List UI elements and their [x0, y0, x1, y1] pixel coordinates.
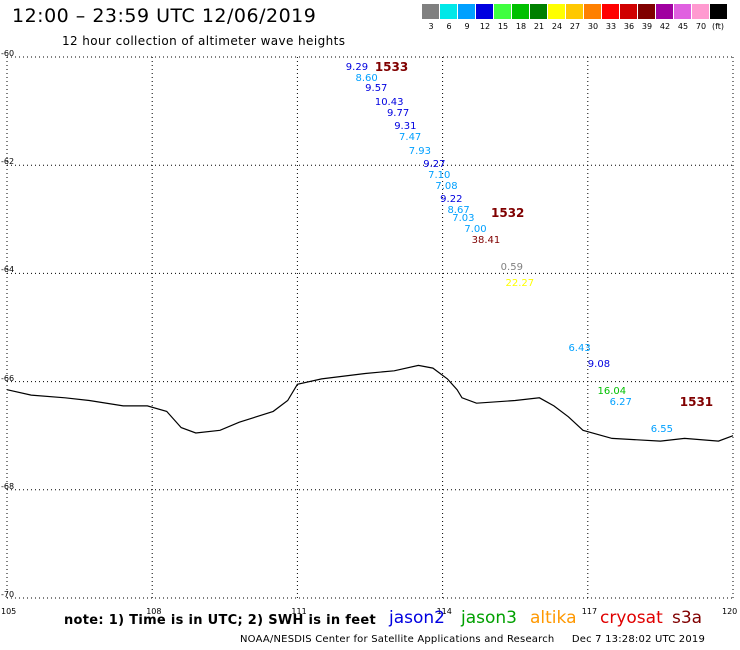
- lat-tick-label: -70: [1, 590, 15, 599]
- legend-swatch: [530, 4, 548, 19]
- wave-height-value: 7.47: [399, 132, 422, 144]
- legend-label: 12: [479, 22, 491, 31]
- legend-swatch: [566, 4, 584, 19]
- wave-height-value: 9.57: [365, 83, 388, 95]
- legend-label: 3: [428, 22, 434, 31]
- legend-swatch: [422, 4, 440, 19]
- legend-label: 42: [659, 22, 671, 31]
- satellite-name-altika: altika: [530, 608, 577, 628]
- wave-height-value: 9.08: [587, 359, 611, 371]
- satellite-name-jason3: jason3: [461, 608, 517, 628]
- legend-swatch: [710, 4, 728, 19]
- wave-height-value: 9.29: [345, 61, 369, 73]
- lat-tick-label: -66: [1, 373, 15, 383]
- legend-label: 30: [587, 22, 599, 31]
- lon-tick-label: 114: [436, 607, 452, 616]
- wave-height-value: 6.43: [568, 343, 591, 355]
- wave-height-value: 7.03: [452, 213, 475, 225]
- legend-swatch: [602, 4, 620, 19]
- credit-text: NOAA/NESDIS Center for Satellite Applica…: [240, 634, 555, 645]
- note-text: note: 1) Time is in UTC; 2) SWH is in fe…: [64, 613, 376, 628]
- legend-label: 18: [515, 22, 527, 31]
- legend-swatch: [440, 4, 458, 19]
- timestamp-text: Dec 7 13:28:02 UTC 2019: [571, 634, 706, 645]
- legend-label: 39: [641, 22, 653, 31]
- legend-swatch: [512, 4, 530, 19]
- legend-swatches: [422, 4, 728, 19]
- satellite-name-jason2: jason2: [389, 608, 445, 628]
- map-subtitle: 12 hour collection of altimeter wave hei…: [62, 34, 346, 48]
- lon-tick-label: 117: [581, 607, 598, 616]
- pass-number: 1533: [374, 59, 409, 74]
- lat-tick-label: -62: [1, 157, 15, 167]
- wave-height-value: 9.27: [423, 159, 446, 171]
- color-legend: 3 6 9 12 15 18 21 24 27 30 33 36 39 42 45 70 (ft): [422, 4, 728, 31]
- lon-tick-label: 120: [722, 607, 738, 616]
- legend-label: 70: [695, 22, 707, 31]
- wave-height-value: 6.27: [609, 397, 632, 409]
- legend-labels: 3 6 9 12 15 18 21 24 27 30 33 36 39 42 45 70: [422, 19, 728, 31]
- legend-label: 24: [551, 22, 563, 31]
- lon-tick-label: 105: [1, 607, 17, 616]
- wave-height-value: 7.93: [408, 145, 431, 157]
- footer-credit: NOAA/NESDIS Center for Satellite Applica…: [240, 634, 705, 645]
- wave-height-value: 38.41: [471, 234, 501, 246]
- satellite-name-cryosat: cryosat: [600, 608, 663, 628]
- wave-height-value: 16.04: [597, 386, 627, 398]
- wave-height-value: 0.59: [500, 261, 523, 273]
- legend-swatch: [494, 4, 512, 19]
- legend-swatch: [548, 4, 566, 19]
- wave-height-value: 6.55: [650, 424, 673, 436]
- legend-swatch: [458, 4, 476, 19]
- pass-number: 1532: [491, 205, 525, 220]
- legend-label: 27: [569, 22, 581, 31]
- legend-label: 6: [446, 22, 452, 31]
- map-grid: [6, 56, 734, 599]
- wave-height-value: 9.22: [440, 194, 463, 206]
- wave-height-value: 8.60: [355, 72, 378, 84]
- wave-height-value: 10.43: [374, 96, 404, 108]
- satellite-name-s3a: s3a: [672, 608, 703, 628]
- legend-label: 9: [464, 22, 470, 31]
- legend-swatch: [656, 4, 674, 19]
- legend-swatch: [638, 4, 656, 19]
- legend-label: 15: [497, 22, 509, 31]
- legend-swatch: [674, 4, 692, 19]
- coastline: [6, 364, 734, 442]
- wave-height-value: 7.00: [464, 224, 487, 236]
- wave-height-value: 9.77: [386, 107, 410, 119]
- wave-height-value: 22.27: [505, 278, 535, 290]
- legend-label: 45: [677, 22, 689, 31]
- wave-height-value: 7.08: [435, 180, 458, 192]
- legend-unit: (ft): [712, 22, 725, 31]
- legend-swatch: [584, 4, 602, 19]
- legend-label: 36: [623, 22, 635, 31]
- map-title: 12:00 – 23:59 UTC 12/06/2019: [12, 5, 317, 27]
- wave-height-value: 8.67: [447, 205, 470, 217]
- pass-number: 1531: [679, 395, 714, 410]
- legend-label: 33: [605, 22, 617, 31]
- wave-height-value: 7.10: [428, 170, 451, 182]
- legend-swatch: [476, 4, 494, 19]
- wave-height-value: 9.31: [394, 121, 417, 133]
- lat-tick-label: -68: [1, 481, 15, 491]
- lat-tick-label: -64: [1, 265, 15, 275]
- lat-tick-label: -60: [1, 49, 15, 58]
- legend-swatch: [620, 4, 638, 19]
- legend-swatch: [692, 4, 710, 19]
- legend-label: 21: [533, 22, 545, 31]
- lon-tick-label: 111: [291, 607, 307, 616]
- lon-tick-label: 108: [146, 607, 162, 616]
